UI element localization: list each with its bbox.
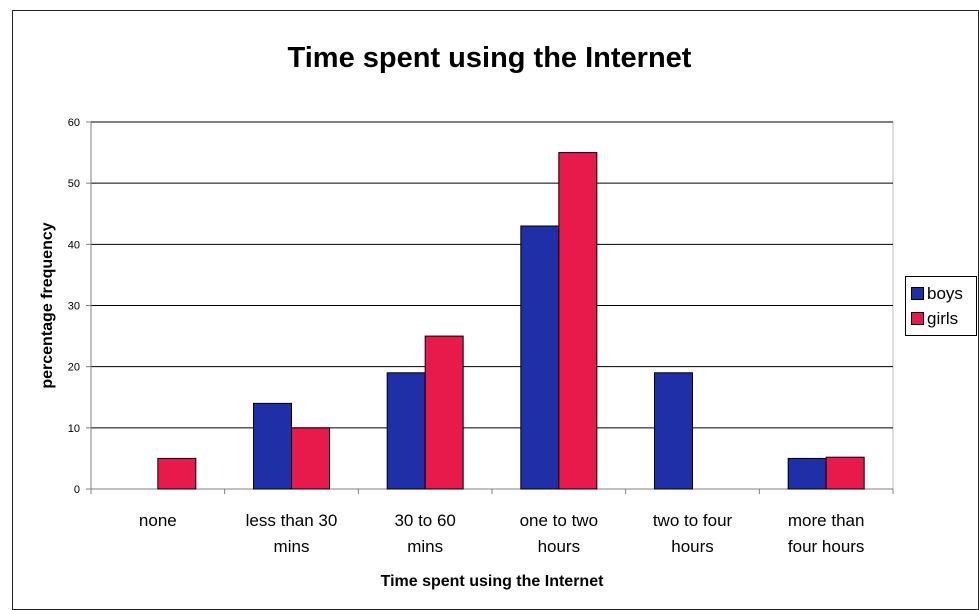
chart-frame: [12, 10, 979, 610]
x-tick-label-line: none: [139, 511, 177, 530]
x-tick-label-line: mins: [274, 537, 310, 556]
x-tick-label: more than four hours: [788, 511, 865, 556]
chart-title: Time spent using the Internet: [287, 42, 692, 74]
legend-swatch-boys: [911, 287, 924, 300]
bar-boys: [787, 457, 827, 490]
x-tick-label: none: [139, 511, 177, 530]
x-tick-label-line: more than: [788, 511, 865, 530]
y-tick-label: 50: [68, 178, 80, 190]
legend-item-boys: boys: [911, 281, 972, 306]
y-tick-label: 60: [68, 117, 80, 129]
y-axis-title: percentage frequency: [39, 222, 56, 388]
legend-item-girls: girls: [911, 306, 972, 331]
legend-swatch-girls: [911, 312, 924, 325]
x-tick-label-line: one to two: [520, 511, 598, 530]
bar-boys: [654, 372, 693, 490]
x-tick-label-line: hours: [671, 537, 714, 556]
x-tick-label-line: four hours: [788, 537, 865, 556]
bar-boys: [253, 402, 292, 490]
legend-label-girls: girls: [927, 308, 959, 328]
bar-boys: [520, 225, 560, 490]
x-axis-title: Time spent using the Internet: [381, 573, 605, 590]
x-tick-label-line: 30 to 60: [394, 511, 455, 530]
y-tick-label: 20: [68, 362, 80, 374]
bar-girls: [825, 456, 865, 490]
bar-girls: [291, 427, 330, 490]
y-tick-label: 30: [68, 301, 80, 313]
x-tick-label-line: mins: [407, 537, 443, 556]
legend-label-boys: boys: [927, 283, 963, 303]
x-tick-label: two to four hours: [653, 511, 733, 556]
x-tick-label: 30 to 60 mins: [394, 511, 455, 556]
y-tick-label: 40: [68, 239, 80, 251]
x-tick-label-line: hours: [538, 537, 581, 556]
x-tick-label: less than 30 mins: [246, 511, 338, 556]
bar-girls: [157, 457, 197, 490]
x-tick-label-line: two to four: [653, 511, 733, 530]
bar-girls: [424, 335, 464, 490]
bar-girls: [558, 152, 598, 490]
legend: boys girls: [905, 276, 977, 336]
y-tick-label: 10: [68, 423, 80, 435]
bar-boys: [386, 372, 426, 490]
y-tick-label: 0: [74, 484, 80, 496]
x-tick-label: one to two hours: [520, 511, 598, 556]
x-tick-label-line: less than 30: [246, 511, 338, 530]
